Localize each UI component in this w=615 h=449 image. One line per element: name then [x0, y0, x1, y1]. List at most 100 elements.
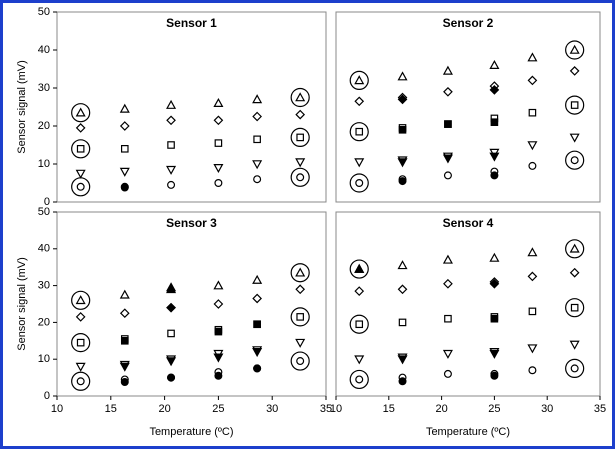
y-tick-label: 10	[38, 353, 50, 365]
marker	[443, 369, 452, 378]
marker	[252, 293, 262, 304]
marker	[569, 66, 580, 76]
marker	[120, 337, 129, 345]
x-axis-label: Temperature (ºC)	[149, 426, 233, 438]
marker	[166, 357, 177, 367]
highlight-ring	[349, 259, 369, 279]
marker	[354, 355, 365, 365]
marker	[569, 44, 580, 54]
marker	[527, 141, 538, 151]
highlight-ring	[71, 333, 91, 353]
marker	[76, 338, 85, 347]
plot-area	[56, 11, 327, 203]
highlight-ring	[71, 177, 91, 197]
marker	[489, 349, 500, 359]
marker	[253, 364, 262, 373]
marker	[569, 133, 580, 143]
marker	[398, 318, 407, 327]
marker	[75, 107, 86, 117]
y-tick-label: 0	[44, 196, 50, 208]
highlight-ring	[71, 139, 91, 159]
highlight-ring	[71, 290, 91, 310]
marker	[570, 156, 579, 165]
marker	[442, 254, 453, 264]
marker	[166, 115, 176, 126]
marker	[489, 59, 500, 70]
highlight-ring	[349, 122, 369, 142]
x-tick-label: 25	[212, 403, 224, 415]
marker	[295, 267, 306, 277]
marker	[528, 108, 537, 117]
marker	[397, 71, 408, 81]
marker	[397, 284, 408, 295]
marker	[527, 75, 538, 86]
marker	[75, 312, 86, 322]
y-tick-label: 30	[38, 280, 50, 292]
marker	[213, 353, 224, 363]
marker	[296, 173, 305, 182]
marker	[489, 278, 500, 289]
marker	[528, 366, 537, 375]
marker	[570, 101, 579, 109]
marker	[528, 307, 537, 316]
marker	[444, 120, 452, 128]
marker	[295, 284, 306, 295]
marker	[443, 171, 452, 180]
highlight-ring	[290, 87, 310, 108]
x-tick-label: 10	[330, 403, 342, 415]
marker	[120, 145, 129, 153]
marker	[355, 127, 364, 136]
y-tick-label: 20	[38, 120, 50, 132]
marker	[166, 165, 177, 175]
y-tick-label: 50	[38, 206, 50, 218]
marker	[490, 371, 499, 380]
y-tick-label: 10	[38, 158, 50, 170]
marker	[527, 247, 538, 257]
x-tick-label: 15	[105, 403, 117, 415]
highlight-ring	[290, 127, 310, 147]
marker	[527, 271, 538, 282]
marker	[120, 183, 129, 192]
marker	[119, 308, 130, 319]
marker	[75, 362, 86, 372]
plot-area	[335, 11, 601, 203]
marker	[569, 340, 580, 350]
marker	[354, 75, 365, 85]
marker	[355, 320, 364, 329]
marker	[489, 252, 500, 262]
highlight-ring	[71, 103, 91, 123]
marker	[76, 377, 85, 386]
marker	[443, 278, 453, 289]
highlight-ring	[349, 173, 369, 193]
x-tick-label: 15	[383, 403, 395, 415]
marker	[252, 160, 263, 170]
marker	[253, 175, 262, 184]
marker	[253, 135, 261, 144]
y-tick-label: 50	[38, 6, 50, 18]
marker	[213, 280, 224, 290]
marker	[443, 86, 453, 97]
marker	[397, 94, 408, 105]
marker	[354, 158, 365, 168]
marker	[120, 378, 129, 387]
marker	[167, 180, 176, 189]
marker	[167, 141, 175, 149]
marker	[398, 377, 407, 386]
x-tick-label: 10	[51, 403, 63, 415]
x-tick-label: 35	[320, 403, 332, 415]
marker	[489, 152, 500, 162]
marker	[489, 85, 500, 95]
marker	[490, 118, 499, 127]
highlight-ring	[290, 263, 310, 283]
y-axis-label: Sensor signal (mV)	[16, 257, 28, 351]
x-axis-label: Temperature (ºC)	[426, 426, 510, 438]
marker	[527, 344, 538, 354]
marker	[397, 158, 408, 168]
marker	[213, 97, 224, 108]
marker	[214, 179, 223, 188]
marker	[119, 362, 130, 372]
marker	[490, 314, 499, 323]
marker	[442, 349, 453, 359]
